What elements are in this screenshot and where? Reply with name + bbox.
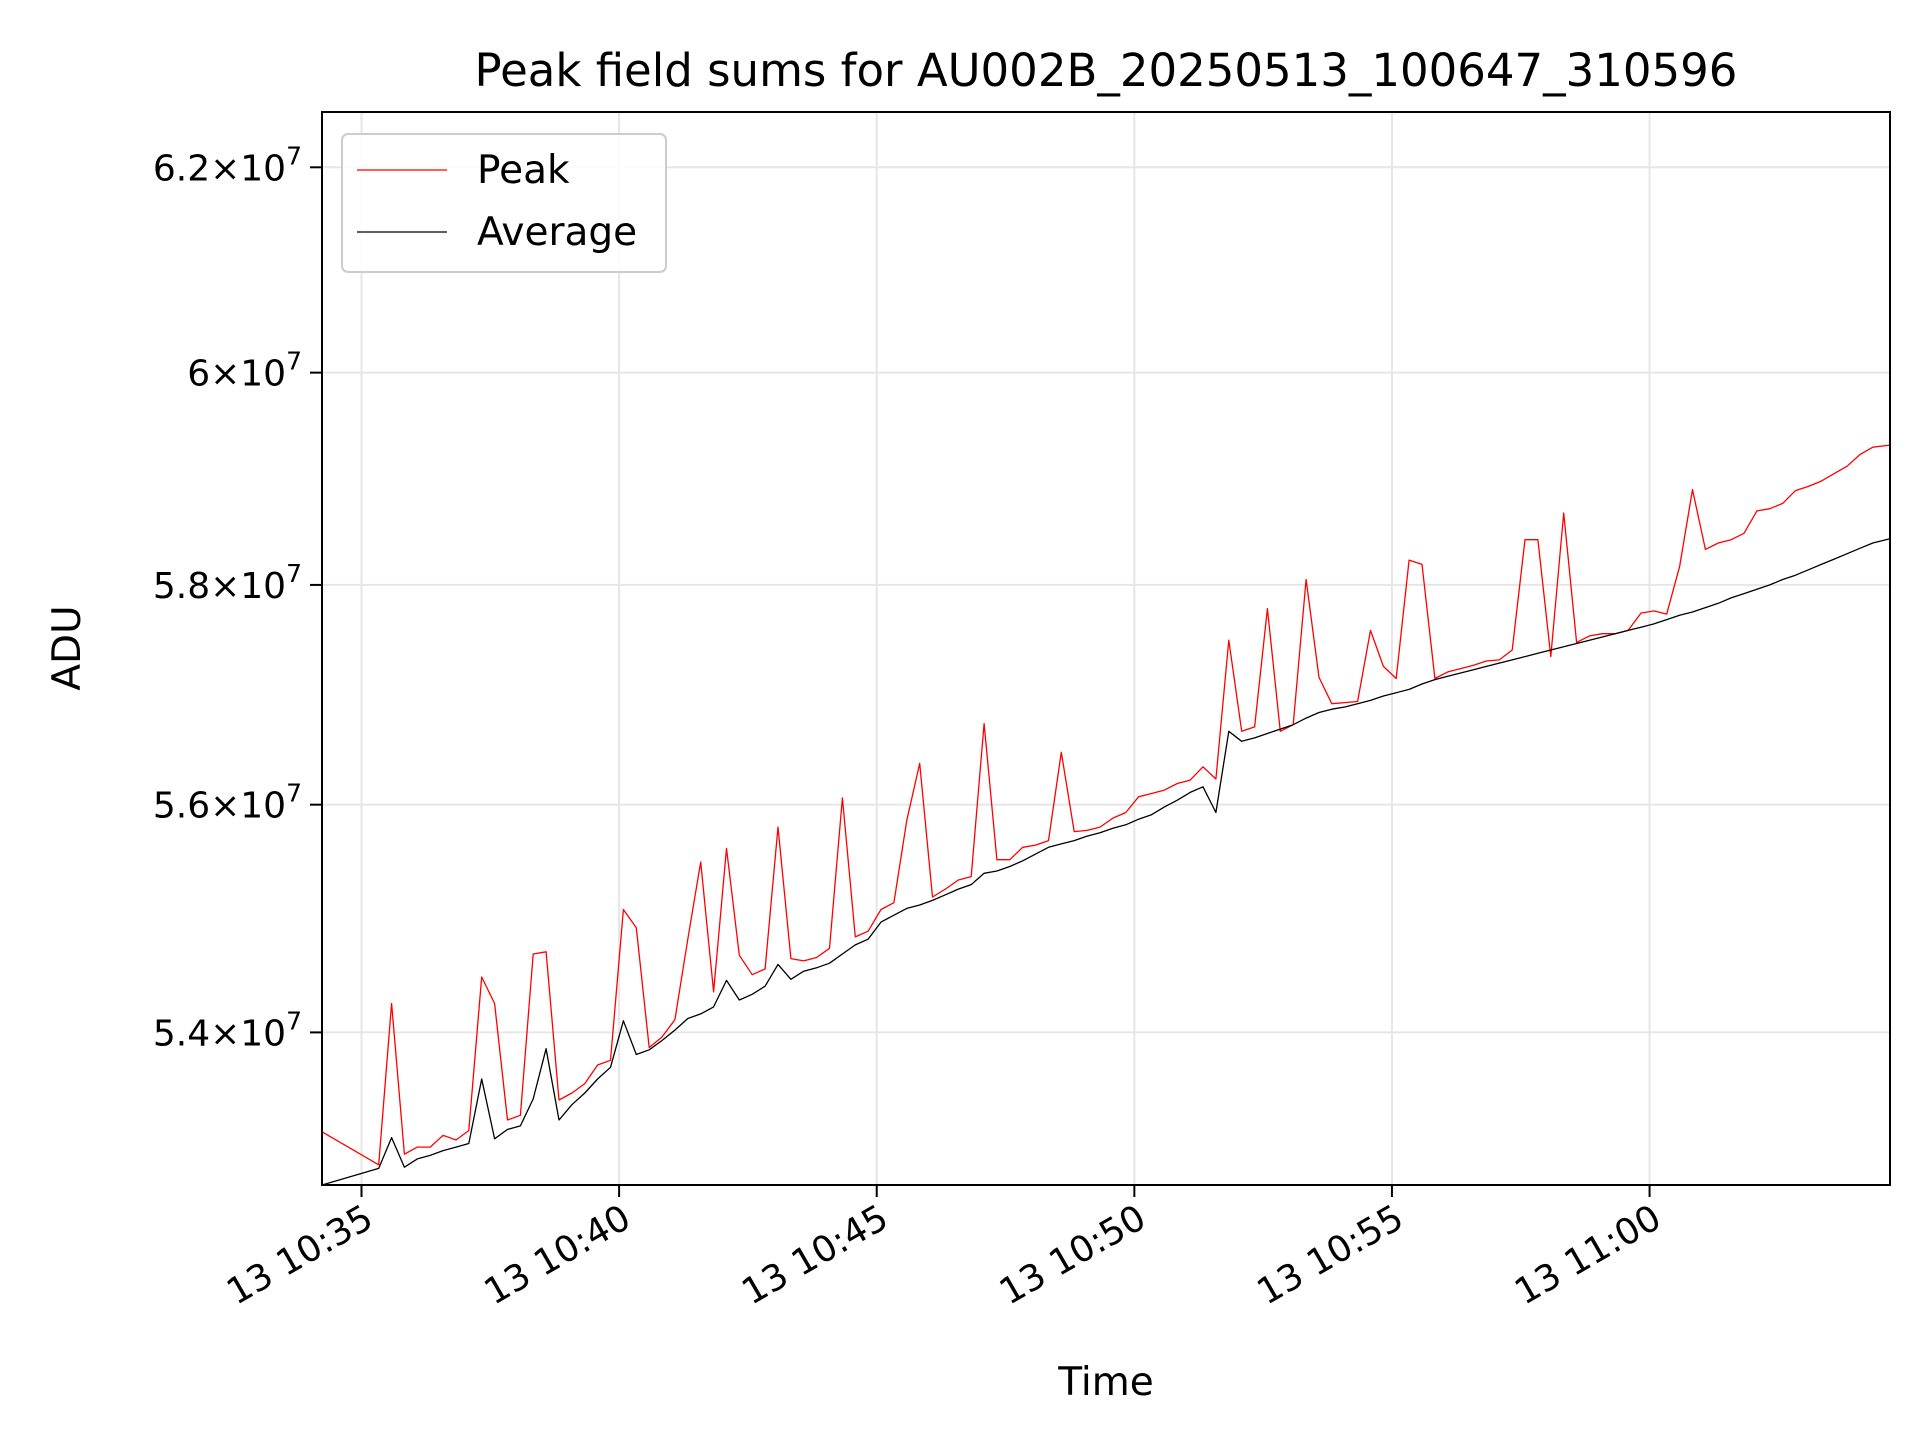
chart-title: Peak field sums for AU002B_20250513_1006… bbox=[475, 44, 1738, 97]
legend-box bbox=[341, 133, 667, 273]
y-axis: 5.4×107 5.6×107 5.8×107 6×107 6.2×107 bbox=[153, 141, 322, 1054]
grid-lines bbox=[322, 112, 1890, 1185]
y-axis-label: ADU bbox=[45, 605, 90, 690]
series-line-average bbox=[321, 538, 1891, 1186]
y-tick-label: 6.2×107 bbox=[153, 141, 302, 189]
y-tick-label: 6×107 bbox=[187, 347, 302, 395]
legend-label-average: Average bbox=[477, 210, 637, 255]
axes-frame bbox=[321, 111, 1891, 1186]
y-tick-label: 5.4×107 bbox=[153, 1006, 302, 1054]
x-axis-label: Time bbox=[1057, 1360, 1153, 1405]
series-line-peak bbox=[321, 444, 1891, 1166]
y-tick-label: 5.6×107 bbox=[153, 779, 302, 827]
legend-label-peak: Peak bbox=[477, 148, 570, 193]
legend: Peak Average bbox=[341, 133, 667, 273]
plot-area bbox=[321, 444, 1891, 1186]
y-tick-label: 5.8×107 bbox=[153, 559, 302, 607]
series-average bbox=[321, 538, 1891, 1186]
series-peak bbox=[321, 444, 1891, 1166]
